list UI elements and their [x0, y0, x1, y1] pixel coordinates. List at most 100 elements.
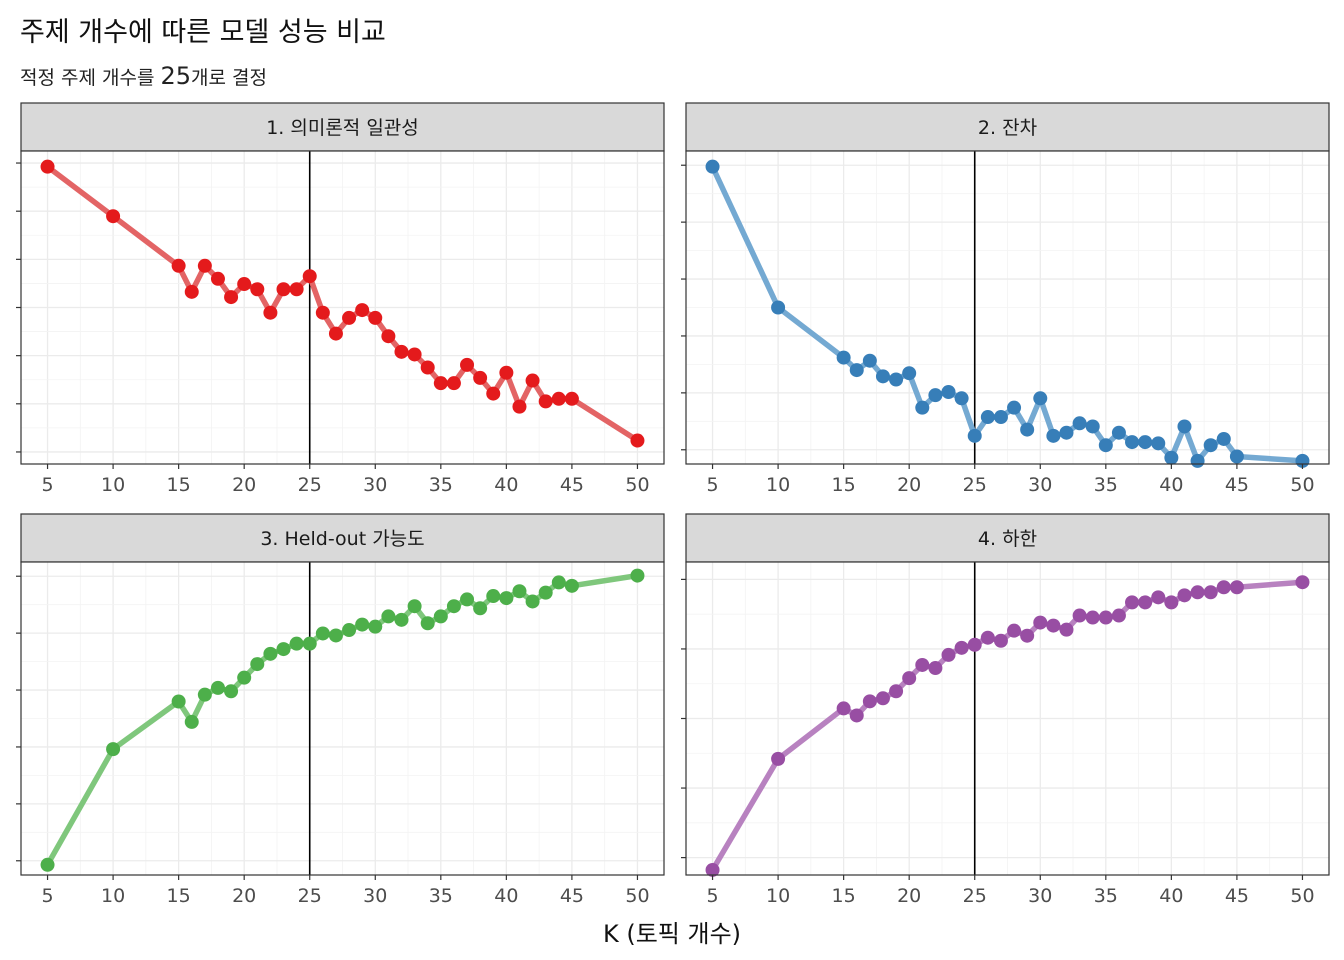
data-point — [1020, 422, 1035, 437]
data-point — [224, 684, 239, 699]
data-point — [184, 714, 199, 729]
x-tick-label: 50 — [625, 474, 649, 496]
x-tick-label: 10 — [766, 885, 790, 907]
data-point — [171, 694, 186, 709]
data-point — [1111, 608, 1126, 623]
chart-title: 주제 개수에 따른 모델 성능 비교 — [20, 17, 386, 48]
panel-border — [20, 150, 665, 465]
series-line — [44, 163, 641, 444]
x-axis-title: K (토픽 개수) — [602, 920, 742, 948]
x-tick-label: 25 — [298, 474, 322, 496]
data-point — [551, 391, 566, 406]
data-point — [473, 601, 488, 616]
data-point — [1164, 595, 1179, 610]
data-point — [849, 708, 864, 723]
data-point — [902, 671, 917, 686]
data-point — [1190, 585, 1205, 600]
data-point — [237, 277, 252, 292]
x-tick-label: 10 — [101, 474, 125, 496]
data-point — [1229, 449, 1244, 464]
data-point — [342, 623, 357, 638]
chart-subtitle: 적정 주제 개수를 25개로 결정 — [20, 62, 267, 90]
x-tick-label: 35 — [429, 474, 453, 496]
data-point — [1177, 588, 1192, 603]
data-point — [328, 326, 343, 341]
data-point — [1177, 419, 1192, 434]
x-tick-label: 45 — [1225, 885, 1249, 907]
data-point — [1111, 425, 1126, 440]
data-point — [381, 329, 396, 344]
panel-4: 4. 하한 5 10 15 20 25 30 35 40 45 50 — [681, 513, 1330, 907]
data-point — [551, 575, 566, 590]
data-point — [512, 584, 527, 599]
x-tick-label: 25 — [963, 885, 987, 907]
data-point — [915, 400, 930, 415]
data-point — [1203, 585, 1218, 600]
data-point — [289, 636, 304, 651]
data-point — [902, 366, 917, 381]
x-tick-label: 15 — [167, 885, 191, 907]
data-point — [875, 691, 890, 706]
x-tick-label: 5 — [41, 474, 53, 496]
x-tick-label: 40 — [494, 885, 518, 907]
data-point — [1138, 435, 1153, 450]
data-point — [40, 159, 55, 174]
data-point — [315, 305, 330, 320]
data-point — [368, 310, 383, 325]
data-point — [1033, 391, 1048, 406]
panel-border — [685, 150, 1330, 465]
data-point — [486, 386, 501, 401]
data-point — [928, 388, 943, 403]
data-point — [967, 428, 982, 443]
data-point — [368, 619, 383, 634]
facet-strip — [685, 102, 1330, 152]
data-point — [197, 258, 212, 273]
x-tick-label: 10 — [101, 885, 125, 907]
data-point — [954, 391, 969, 406]
x-tick-label: 40 — [1159, 885, 1183, 907]
data-point — [197, 687, 212, 702]
data-point — [499, 591, 514, 606]
data-point — [1098, 610, 1113, 625]
data-point — [705, 159, 720, 174]
x-tick-label: 35 — [1094, 474, 1118, 496]
data-point — [705, 862, 720, 877]
data-point — [250, 657, 265, 672]
x-tick-label: 20 — [232, 885, 256, 907]
data-point — [1072, 608, 1087, 623]
data-point — [486, 589, 501, 604]
data-point — [171, 258, 186, 273]
x-tick-label: 15 — [832, 474, 856, 496]
data-point — [1216, 580, 1231, 595]
data-point — [771, 751, 786, 766]
facet-strip-label: 3. Held-out 가능도 — [260, 528, 424, 550]
data-point — [525, 373, 540, 388]
data-point — [250, 282, 265, 297]
data-point — [407, 347, 422, 362]
x-tick-label: 40 — [1159, 474, 1183, 496]
data-point — [875, 369, 890, 384]
data-point — [1125, 435, 1140, 450]
data-point — [836, 701, 851, 716]
data-point — [849, 363, 864, 378]
data-point — [862, 353, 877, 368]
data-point — [460, 357, 475, 372]
x-tick-label: 30 — [363, 474, 387, 496]
x-tick-label: 5 — [41, 885, 53, 907]
data-point — [224, 290, 239, 305]
data-point — [1085, 610, 1100, 625]
data-point — [355, 303, 370, 318]
x-tick-label: 35 — [429, 885, 453, 907]
data-point — [446, 376, 461, 391]
x-tick-label: 45 — [560, 885, 584, 907]
facet-strip-label: 4. 하한 — [978, 528, 1037, 550]
data-point — [381, 609, 396, 624]
data-point — [862, 694, 877, 709]
data-point — [276, 282, 291, 297]
data-point — [954, 640, 969, 655]
panel-border — [685, 561, 1330, 876]
data-point — [993, 410, 1008, 425]
data-point — [328, 628, 343, 643]
data-point — [1085, 419, 1100, 434]
